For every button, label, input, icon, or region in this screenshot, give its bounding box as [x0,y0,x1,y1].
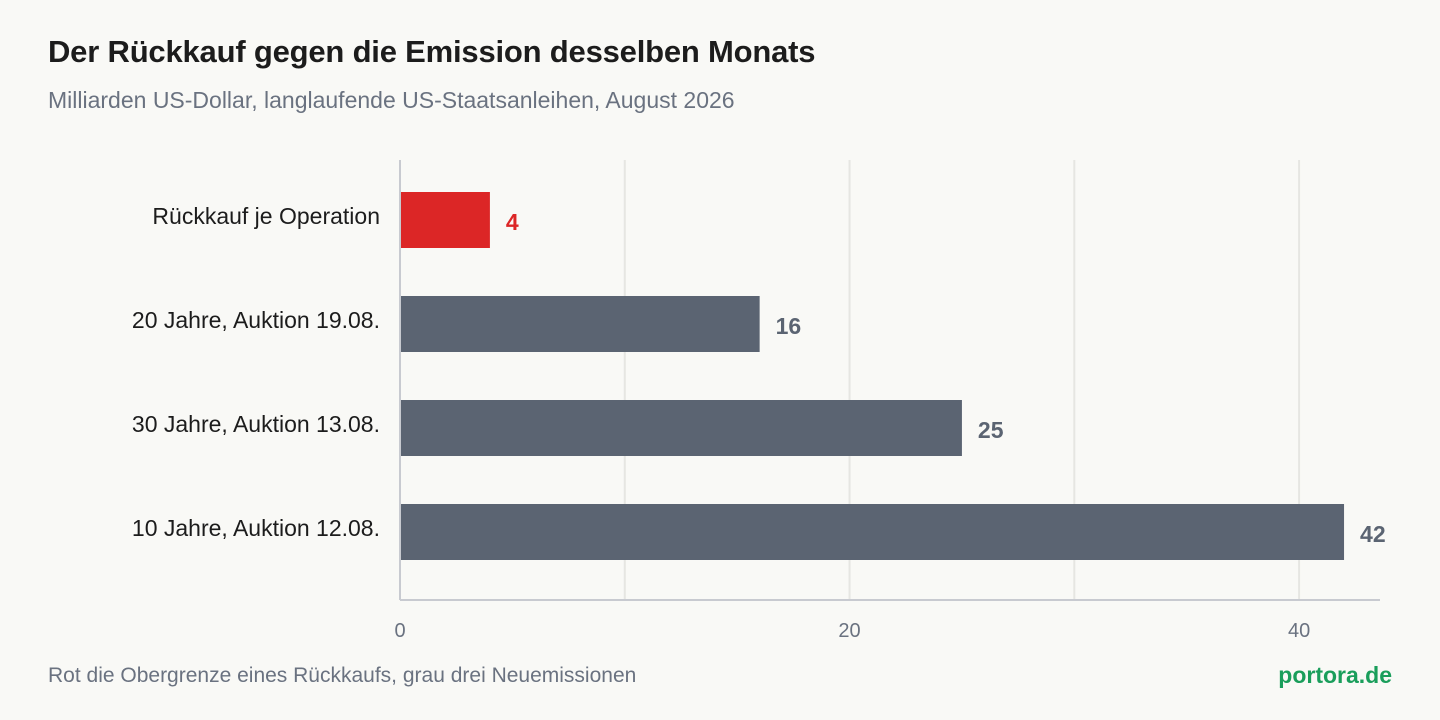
footnote: Rot die Obergrenze eines Rückkaufs, grau… [48,664,637,687]
bar-0 [400,192,490,248]
x-tick-label: 20 [838,620,860,642]
bars [400,192,1345,560]
labels: Rückkauf je Operation 4 20 Jahre, Auktion … [132,203,1386,642]
category-label: 20 Jahre, Auktion 19.08. [132,307,380,333]
bar-2 [400,400,962,456]
category-label: Rückkauf je Operation [152,203,380,229]
value-label: 16 [776,313,802,339]
x-tick-label: 0 [394,620,405,642]
axes [399,160,1380,601]
category-label: 30 Jahre, Auktion 13.08. [132,411,380,437]
value-label: 4 [506,209,519,235]
chart-subtitle: Milliarden US-Dollar, langlaufende US-St… [48,87,735,113]
value-label: 42 [1360,521,1386,547]
bar-3 [400,504,1345,560]
bar-1 [400,296,760,352]
category-label: 10 Jahre, Auktion 12.08. [132,515,380,541]
source-link[interactable]: portora.de [1278,662,1392,688]
x-tick-label: 40 [1288,620,1310,642]
chart-title: Der Rückkauf gegen die Emission desselbe… [48,34,816,69]
value-label: 25 [978,417,1004,443]
